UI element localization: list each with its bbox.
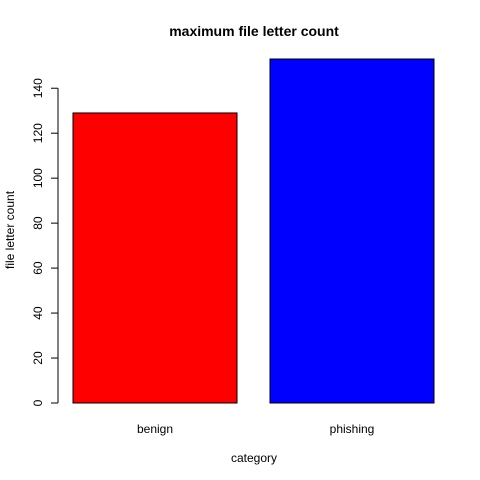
y-tick-label: 40 [31, 306, 45, 320]
category-labels: benign phishing [137, 422, 374, 436]
y-tick-label: 120 [31, 123, 45, 143]
y-tick-label: 60 [31, 261, 45, 275]
y-tick-label: 140 [31, 78, 45, 98]
bar-benign [72, 112, 238, 404]
chart-title: maximum file letter count [169, 23, 339, 39]
y-tick-label: 0 [31, 399, 45, 406]
category-label-phishing: phishing [330, 422, 375, 436]
y-axis-label: file letter count [3, 190, 17, 269]
bars [72, 58, 435, 404]
category-label-benign: benign [137, 422, 173, 436]
y-tick-label: 20 [31, 351, 45, 365]
y-tick-label: 100 [31, 168, 45, 188]
x-axis-label: category [231, 451, 277, 465]
y-tick-label: 80 [31, 216, 45, 230]
bar-phishing [269, 58, 435, 404]
y-axis: 0 20 40 60 80 100 120 140 [31, 78, 59, 406]
